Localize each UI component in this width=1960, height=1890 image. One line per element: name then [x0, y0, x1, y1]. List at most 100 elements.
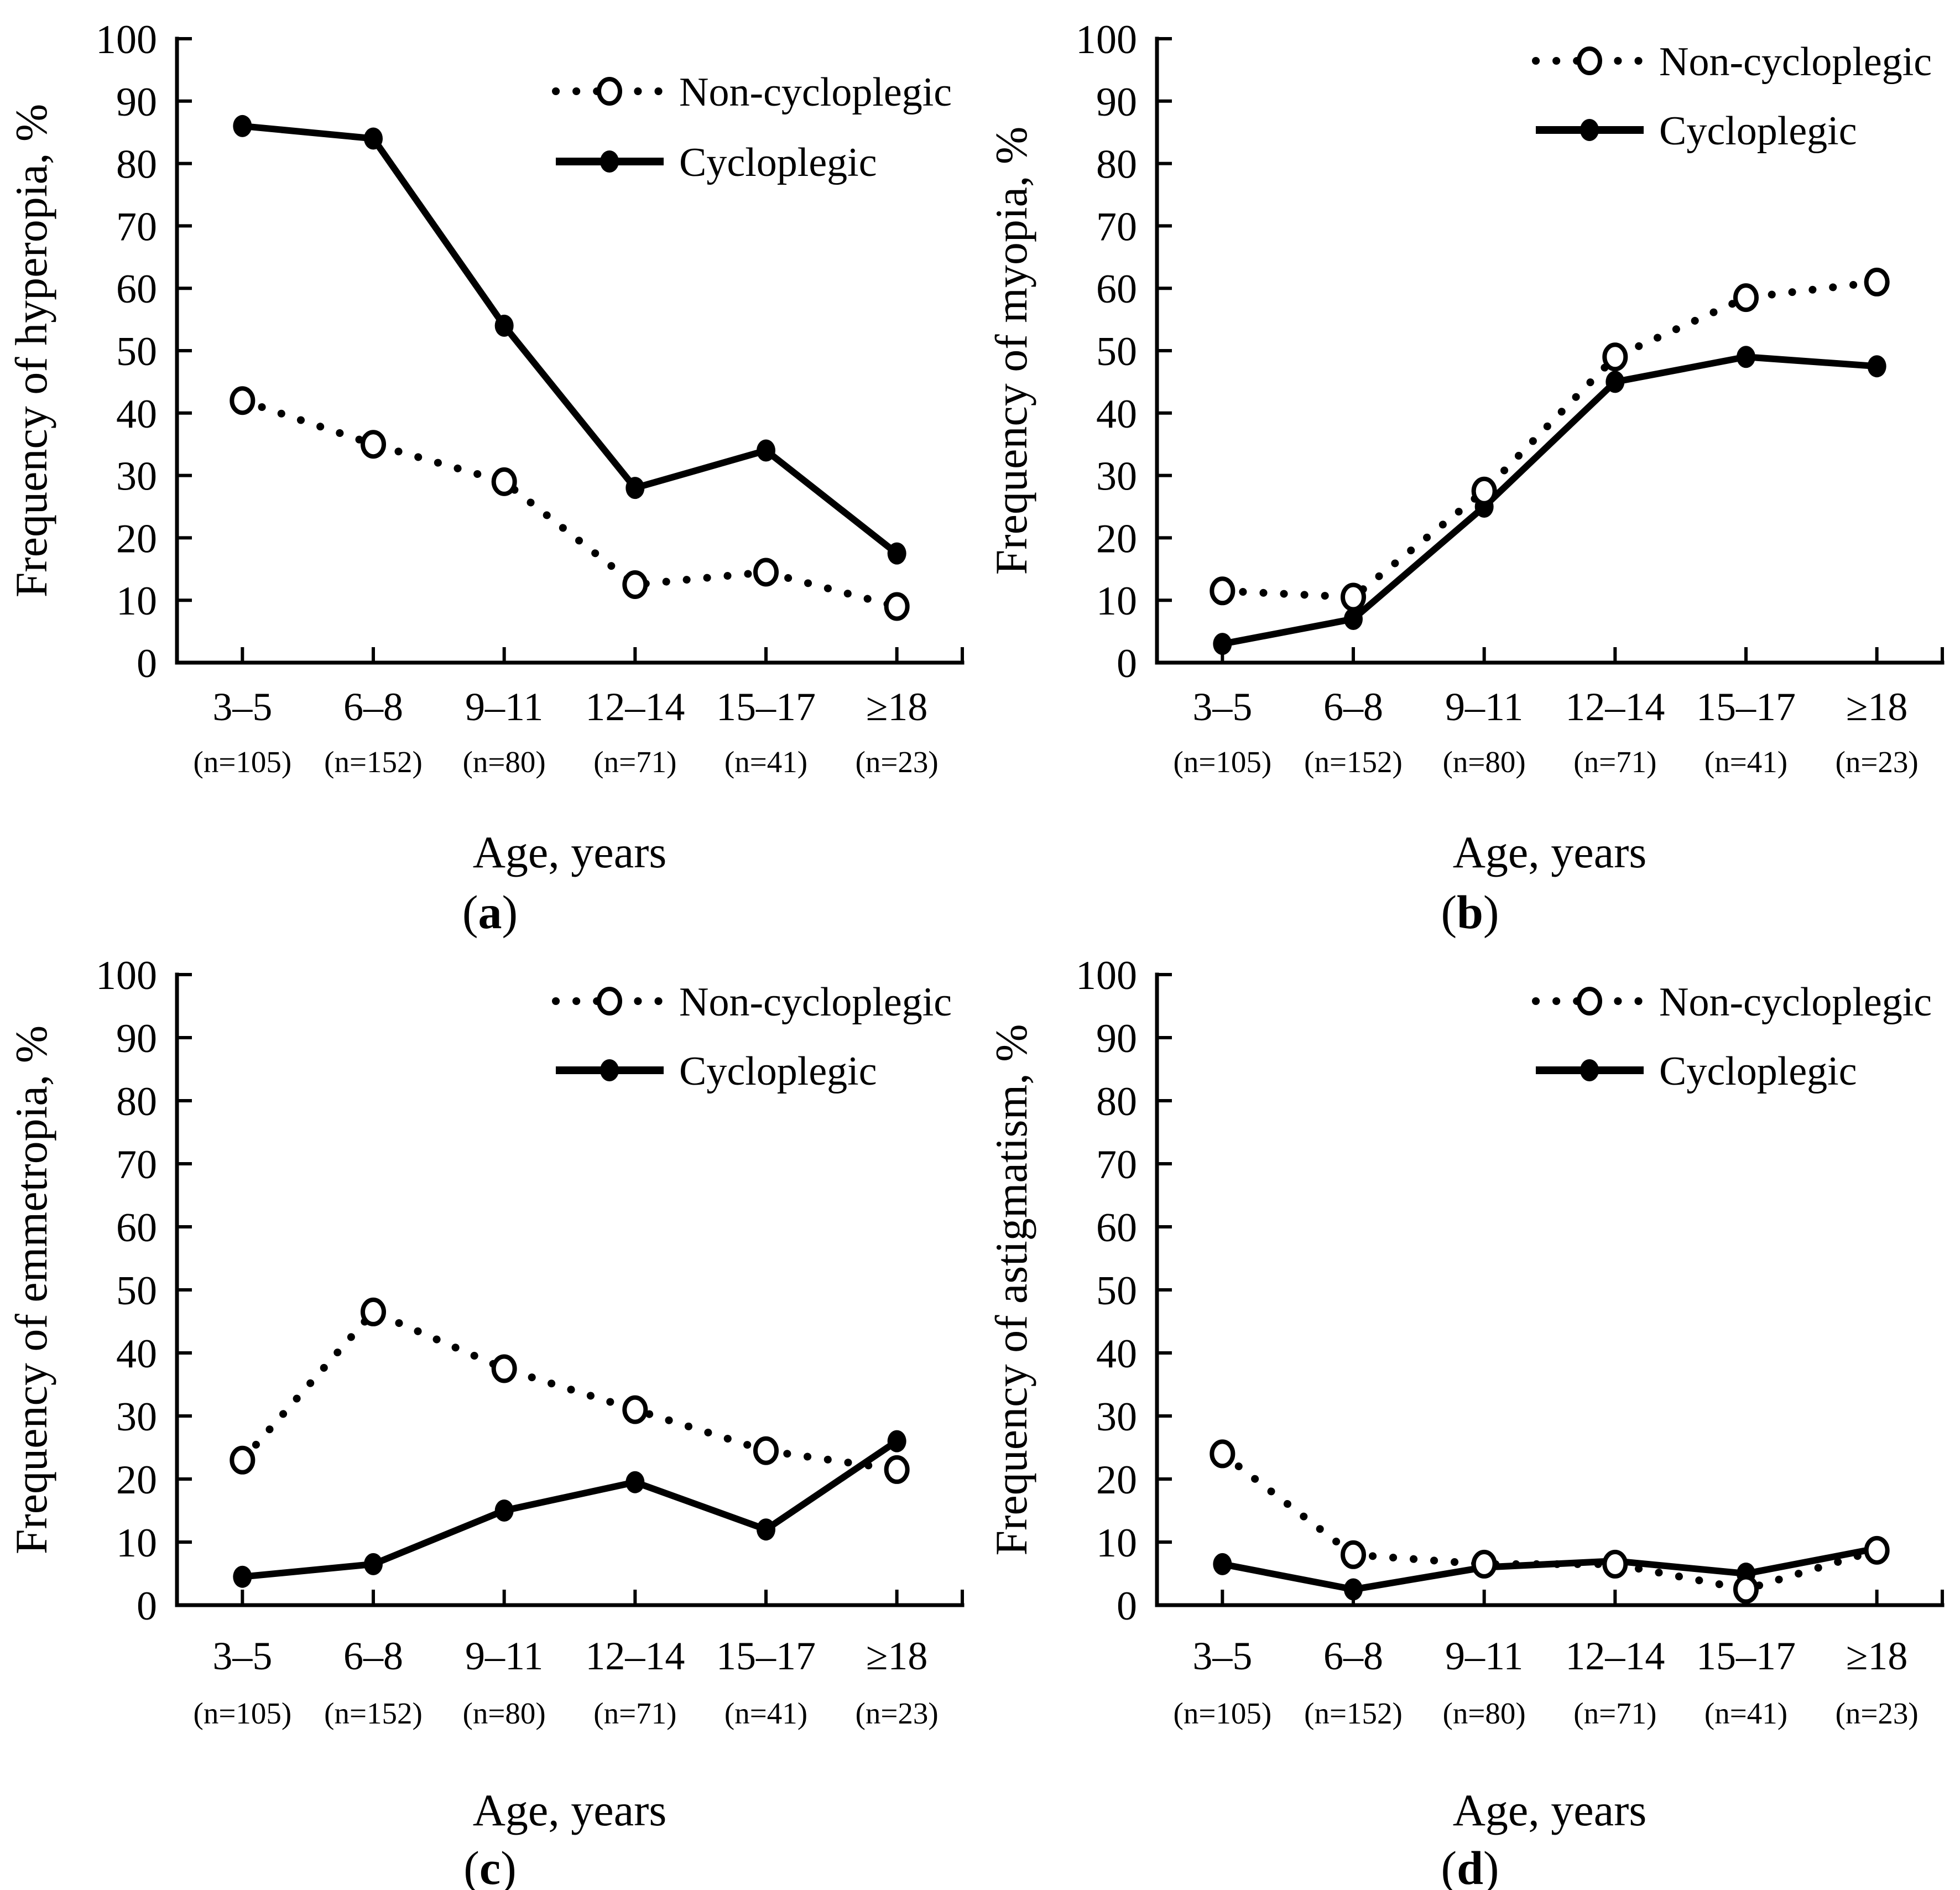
y-tick-label: 50 [116, 1268, 157, 1314]
y-tick-label: 30 [116, 454, 157, 499]
y-tick-label: 0 [137, 1584, 157, 1629]
sample-size-label: (n=41) [724, 745, 807, 779]
data-point-marker-open [230, 1445, 256, 1475]
y-axis-title: Frequency of astigmatism, % [986, 1024, 1036, 1555]
data-point-marker-filled [233, 1565, 252, 1588]
series-line-non-cycloplegic [238, 1307, 901, 1474]
sample-size-label: (n=105) [1174, 745, 1272, 779]
legend-label: Cycloplegic [679, 140, 877, 185]
data-point-marker-open [622, 1395, 648, 1424]
y-tick-label: 20 [116, 516, 157, 561]
data-point-marker-open [1733, 1575, 1759, 1604]
sample-size-label: (n=152) [324, 1696, 423, 1730]
x-tick-label: 12–14 [1565, 685, 1665, 729]
data-point-marker-filled [364, 1553, 383, 1575]
x-tick-label: 12–14 [585, 1634, 685, 1678]
panel-letter-close-paren: ) [502, 886, 518, 939]
x-tick-label: ≥18 [866, 1634, 928, 1678]
legend-open-circle-icon [1577, 987, 1602, 1016]
y-tick-label: 10 [116, 1521, 157, 1566]
x-axis-title: Age, years [473, 1785, 667, 1835]
data-point-marker-filled [1867, 355, 1886, 378]
sample-size-label: (n=152) [1304, 1696, 1403, 1730]
data-point-marker-open [361, 1297, 386, 1326]
x-tick-label: 6–8 [343, 685, 403, 729]
legend-label: Non-cycloplegic [1659, 39, 1932, 85]
x-tick-label: 6–8 [1323, 1634, 1383, 1678]
data-point-marker-filled [233, 114, 252, 137]
panel-letter-open-paren: ( [462, 886, 478, 939]
sample-size-label: (n=23) [1836, 745, 1919, 779]
data-point-marker-open [753, 558, 779, 587]
y-tick-label: 70 [116, 204, 157, 249]
y-tick-label: 100 [96, 953, 157, 998]
chart-panel-b: 0 10 20 30 40 50 60 70 80 90 100 3–5 (n=105) 6–8 (n=15… [986, 17, 1945, 939]
sample-size-label: (n=80) [463, 1696, 546, 1730]
panel-a: 0 10 20 30 40 50 60 70 80 90 100 3–5 (n=105) 6–8 (n=15… [0, 0, 980, 940]
sample-size-label: (n=105) [1174, 1696, 1272, 1730]
panel-letter-open-paren: ( [463, 1841, 479, 1890]
x-tick-label: 9–11 [1445, 1634, 1523, 1678]
y-tick-label: 100 [1076, 17, 1137, 63]
sample-size-label: (n=152) [1304, 745, 1403, 779]
y-tick-label: 10 [116, 579, 157, 624]
y-tick-label: 60 [116, 267, 157, 312]
x-tick-label: 15–17 [1696, 1634, 1796, 1678]
panel-letter: (a) [462, 886, 518, 939]
y-tick-label: 80 [116, 142, 157, 188]
y-tick-label: 0 [137, 641, 157, 686]
legend-open-circle-icon [597, 987, 622, 1016]
x-tick-label: 9–11 [465, 685, 543, 729]
panel-d: 0 10 20 30 40 50 60 70 80 90 100 3–5 (n=105) 6–8 (n=15… [980, 940, 1960, 1890]
x-tick-label: 6–8 [343, 1634, 403, 1678]
data-point-marker-open [1864, 267, 1890, 296]
x-axis-title: Age, years [1453, 1785, 1647, 1835]
data-point-marker-open [1341, 582, 1366, 612]
y-tick-label: 30 [116, 1394, 157, 1440]
legend-label: Non-cycloplegic [1659, 980, 1932, 1025]
x-tick-label: 3–5 [212, 685, 272, 729]
data-point-marker-open [491, 467, 517, 496]
data-point-marker-filled [364, 127, 383, 150]
y-tick-label: 10 [1096, 1521, 1137, 1566]
legend-label: Cycloplegic [1659, 1049, 1857, 1094]
y-tick-label: 30 [1096, 454, 1137, 499]
y-tick-label: 50 [1096, 329, 1137, 374]
data-point-marker-filled [625, 477, 645, 499]
panel-b: 0 10 20 30 40 50 60 70 80 90 100 3–5 (n=105) 6–8 (n=15… [980, 0, 1960, 940]
data-point-marker-filled [757, 439, 775, 462]
sample-size-label: (n=71) [593, 1696, 676, 1730]
y-tick-label: 70 [1096, 204, 1137, 249]
sample-size-label: (n=23) [856, 1696, 939, 1730]
sample-size-label: (n=80) [1443, 745, 1526, 779]
x-tick-label: 3–5 [212, 1634, 272, 1678]
x-tick-label: 9–11 [1445, 685, 1523, 729]
y-tick-label: 20 [1096, 516, 1137, 561]
data-point-marker-open [1210, 576, 1236, 606]
data-point-marker-filled [494, 314, 514, 337]
panel-letter: (b) [1441, 886, 1499, 939]
legend-open-circle-icon [1577, 46, 1602, 75]
x-tick-label: ≥18 [866, 685, 928, 729]
series-line-cycloplegic [242, 122, 899, 556]
y-axis-title: Frequency of myopia, % [986, 127, 1036, 575]
y-tick-label: 40 [116, 1331, 157, 1377]
y-tick-label: 70 [116, 1142, 157, 1188]
y-tick-label: 30 [1096, 1394, 1137, 1440]
x-tick-label: 12–14 [585, 685, 685, 729]
y-tick-label: 40 [1096, 1331, 1137, 1377]
data-point-marker-open [884, 592, 910, 621]
y-tick-label: 60 [1096, 1205, 1137, 1251]
data-point-marker-filled [494, 1499, 514, 1522]
x-tick-label: 12–14 [1565, 1634, 1665, 1678]
data-point-marker-open [1210, 1439, 1236, 1469]
data-point-marker-open [1864, 1535, 1890, 1565]
legend-open-circle-icon [597, 77, 622, 106]
data-point-marker-open [491, 1354, 517, 1383]
y-tick-label: 10 [1096, 579, 1137, 624]
x-tick-label: 3–5 [1192, 1634, 1252, 1678]
sample-size-label: (n=71) [593, 745, 676, 779]
chart-panel-a: 0 10 20 30 40 50 60 70 80 90 100 3–5 (n=105) 6–8 (n=15… [6, 17, 965, 939]
x-tick-label: ≥18 [1846, 685, 1908, 729]
panel-letter-open-paren: ( [1441, 1841, 1457, 1890]
